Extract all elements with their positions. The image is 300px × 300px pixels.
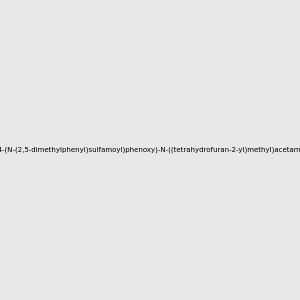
Text: 2-(4-(N-(2,5-dimethylphenyl)sulfamoyl)phenoxy)-N-((tetrahydrofuran-2-yl)methyl)a: 2-(4-(N-(2,5-dimethylphenyl)sulfamoyl)ph… [0, 147, 300, 153]
